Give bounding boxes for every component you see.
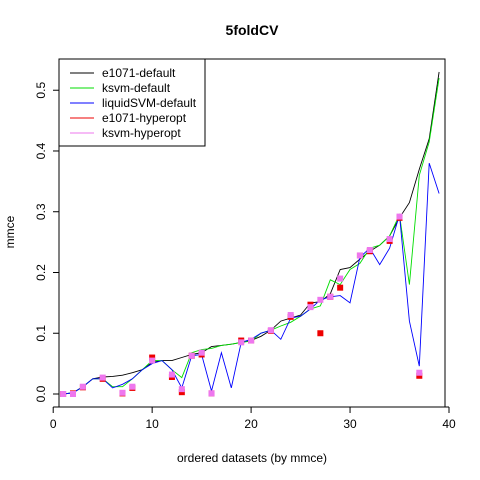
point-ksvm-hyperopt-7: [119, 389, 126, 396]
y-tick-label-2: 0.2: [34, 264, 48, 281]
legend-label-ksvm-hyperopt: ksvm-hyperopt: [102, 126, 181, 140]
point-ksvm-hyperopt-14: [188, 352, 195, 359]
legend-label-e1071-default: e1071-default: [102, 66, 176, 80]
point-e1071-hyperopt-10: [149, 354, 156, 361]
series-layer: [60, 71, 440, 397]
point-ksvm-hyperopt-35: [396, 213, 403, 220]
point-ksvm-hyperopt-8: [129, 383, 136, 390]
point-ksvm-hyperopt-31: [356, 252, 363, 259]
chart-title: 5foldCV: [226, 22, 280, 38]
point-ksvm-hyperopt-32: [366, 247, 373, 254]
y-tick-label-5: 0.5: [34, 82, 48, 99]
point-ksvm-hyperopt-34: [386, 236, 393, 243]
point-ksvm-hyperopt-22: [267, 327, 274, 334]
point-e1071-hyperopt-29: [337, 284, 344, 291]
point-ksvm-hyperopt-37: [416, 369, 423, 376]
point-ksvm-hyperopt-19: [238, 339, 245, 346]
x-tick-label-30: 30: [343, 417, 357, 431]
point-ksvm-hyperopt-5: [99, 374, 106, 381]
point-ksvm-hyperopt-24: [287, 312, 294, 319]
point-ksvm-hyperopt-1: [60, 391, 67, 397]
point-ksvm-hyperopt-12: [168, 371, 175, 378]
y-tick-label-4: 0.4: [34, 142, 48, 159]
legend-label-ksvm-default: ksvm-default: [102, 81, 171, 95]
point-ksvm-hyperopt-10: [149, 357, 156, 364]
legend-label-e1071-hyperopt: e1071-hyperopt: [102, 111, 187, 125]
point-ksvm-hyperopt-2: [69, 391, 76, 397]
legend: e1071-defaultksvm-defaultliquidSVM-defau…: [58, 58, 206, 147]
point-ksvm-hyperopt-3: [79, 383, 86, 390]
x-axis-label: ordered datasets (by mmce): [177, 451, 327, 465]
point-ksvm-hyperopt-20: [248, 337, 255, 344]
y-tick-label-0: 0.0: [34, 385, 48, 402]
x-tick-label-40: 40: [442, 417, 456, 431]
x-axis: 0 10 20 30 40: [50, 406, 456, 431]
point-e1071-hyperopt-13: [178, 389, 185, 396]
legend-label-liquidSVM-default: liquidSVM-default: [102, 96, 197, 110]
point-ksvm-hyperopt-15: [198, 349, 205, 356]
point-ksvm-hyperopt-13: [178, 386, 185, 393]
x-tick-label-20: 20: [244, 417, 258, 431]
point-e1071-hyperopt-27: [317, 330, 324, 337]
point-ksvm-hyperopt-29: [337, 275, 344, 282]
point-ksvm-hyperopt-28: [327, 293, 334, 300]
point-ksvm-hyperopt-16: [208, 390, 215, 397]
series-ksvm-hyperopt: [60, 213, 423, 397]
x-tick-label-0: 0: [50, 417, 57, 431]
point-ksvm-hyperopt-27: [317, 296, 324, 303]
y-axis-label: mmce: [3, 215, 17, 248]
y-tick-label-1: 0.1: [34, 325, 48, 342]
x-tick-label-10: 10: [145, 417, 159, 431]
y-tick-label-3: 0.3: [34, 203, 48, 220]
point-e1071-hyperopt-37: [416, 372, 423, 379]
point-ksvm-hyperopt-26: [307, 304, 314, 311]
